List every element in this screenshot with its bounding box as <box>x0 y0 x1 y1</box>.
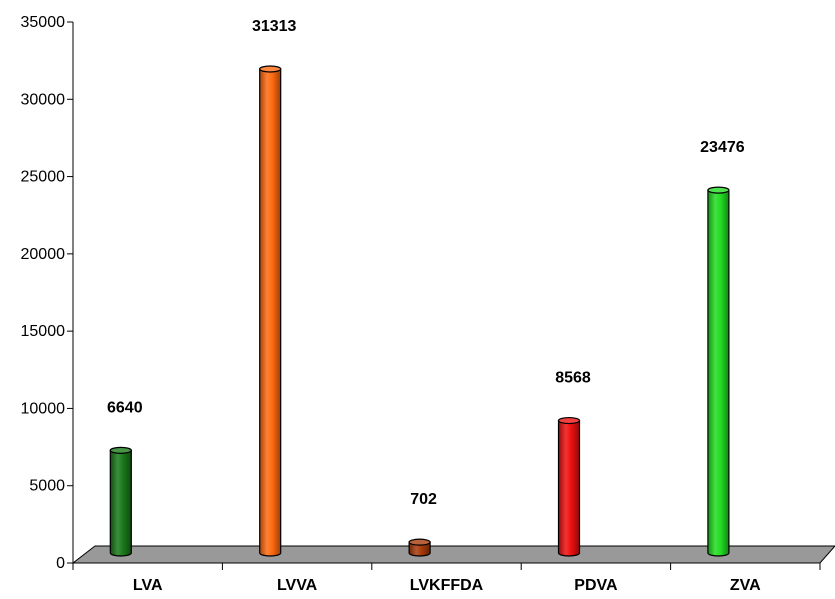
bar-body <box>259 68 282 557</box>
x-category-label: ZVA <box>730 577 761 594</box>
bar-lvva <box>259 65 282 557</box>
data-label: 702 <box>410 491 437 508</box>
data-label: 23476 <box>700 139 745 156</box>
bar-top <box>408 538 431 546</box>
bar-body <box>109 449 132 557</box>
bar-zva <box>707 186 730 557</box>
y-tick-label: 10000 <box>21 400 66 417</box>
x-category-label: LVA <box>133 577 163 594</box>
bar-top <box>259 65 282 73</box>
bar-lva <box>109 446 132 557</box>
bar-body <box>557 419 581 557</box>
bar-body <box>408 541 431 557</box>
y-tick-label: 5000 <box>29 478 65 495</box>
bar-pdva <box>557 416 581 557</box>
bar-body <box>707 189 730 557</box>
x-category-label: LVVA <box>277 577 318 594</box>
bar-top <box>707 186 730 194</box>
data-label: 6640 <box>107 399 143 416</box>
bar-top <box>109 446 132 454</box>
x-category-label: PDVA <box>574 577 618 594</box>
y-tick-label: 0 <box>56 555 65 572</box>
data-label: 31313 <box>252 18 297 35</box>
y-tick-label: 15000 <box>21 323 66 340</box>
bar-top <box>557 416 581 425</box>
bar-lvkffda <box>408 538 431 557</box>
y-tick-label: 35000 <box>21 14 66 31</box>
x-category-label: LVKFFDA <box>410 577 484 594</box>
y-tick-label: 25000 <box>21 169 66 186</box>
y-tick-label: 30000 <box>21 91 66 108</box>
data-label: 8568 <box>555 370 591 387</box>
y-tick-label: 20000 <box>21 246 66 263</box>
